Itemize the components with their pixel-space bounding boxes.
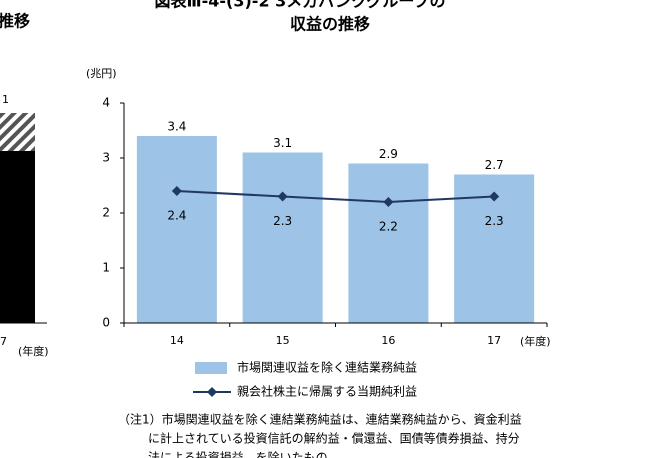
line-value-label: 2.3 — [485, 214, 504, 228]
line-value-label: 2.3 — [273, 214, 292, 228]
bar-value-label: 2.9 — [379, 147, 398, 161]
line-marker — [489, 191, 500, 202]
legend-label: 市場関連収益を除く連結業務純益 — [237, 360, 417, 375]
y-tick-label: 2 — [102, 206, 110, 220]
note: （注1）市場関連収益を除く連結業務純益は、連結業務純益から、資金利益 — [118, 412, 522, 427]
y-unit: (兆円) — [86, 67, 117, 80]
chart-title: 図表Ⅲ-4-(3)-2 3メガバンクグループの — [155, 0, 446, 11]
chart-title: 収益の推移 — [290, 15, 370, 34]
line-marker — [171, 186, 182, 196]
bar — [242, 152, 323, 323]
bar-value-label: 3.1 — [273, 136, 292, 150]
x-tick-label: 16 — [381, 334, 395, 347]
x-tick-label: 15 — [276, 334, 290, 347]
x-tick-label: 14 — [170, 334, 184, 347]
fragment-label: 1 — [2, 93, 9, 106]
bar-value-label: 2.7 — [485, 158, 504, 172]
fragment-category: 7 — [0, 335, 7, 348]
line-marker — [383, 197, 394, 207]
line-value-label: 2.2 — [379, 220, 398, 234]
legend-swatch — [207, 387, 217, 397]
x-tick-label: 17 — [487, 334, 501, 347]
fragment-title: 推移 — [0, 12, 30, 31]
y-tick-label: 4 — [102, 96, 110, 110]
note: に計上されている投資信託の解約益・償還益、国債等債券損益、持分 — [148, 431, 520, 446]
fragment-hatch — [0, 113, 35, 151]
fragment-bar — [0, 151, 35, 323]
bar-value-label: 3.4 — [167, 120, 186, 134]
bar — [348, 163, 429, 323]
y-tick-label: 1 — [102, 261, 110, 275]
x-unit: (年度) — [520, 334, 551, 348]
y-tick-label: 3 — [102, 151, 110, 165]
y-tick-label: 0 — [102, 316, 110, 330]
line-marker — [277, 191, 288, 202]
fragment-unit: (年度) — [18, 344, 49, 358]
legend-swatch — [195, 362, 227, 374]
legend-label: 親会社株主に帰属する当期純利益 — [237, 384, 417, 399]
note: 法による投資損益…を除いたもの — [148, 450, 328, 458]
line-value-label: 2.4 — [167, 209, 186, 223]
bar — [136, 136, 217, 323]
line — [176, 190, 495, 204]
